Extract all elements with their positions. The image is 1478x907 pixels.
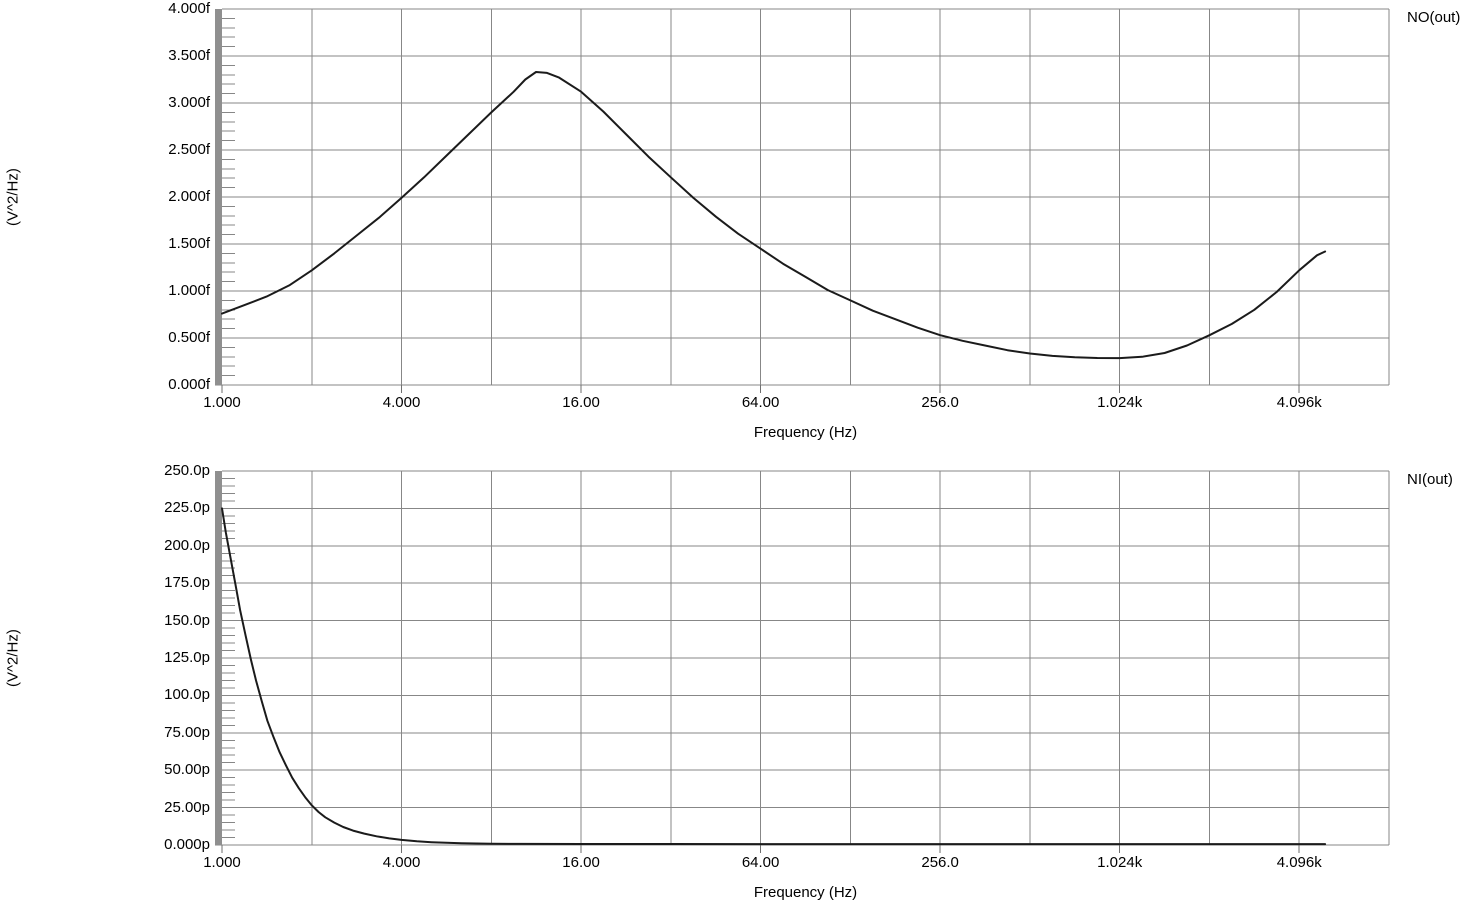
y-tick-label: 2.000f [168, 188, 210, 205]
y-tick-label: 175.0p [164, 574, 210, 592]
y-tick-label: 75.00p [164, 723, 210, 741]
y-axis-title-input-noise: (V^2/Hz) [4, 629, 22, 687]
x-tick-label: 64.00 [741, 854, 780, 871]
y-tick-label: 2.500f [168, 141, 210, 158]
y-axis-bar [215, 9, 222, 385]
x-tick-label: 1.024k [1097, 394, 1143, 411]
x-tick-label: 256.0 [921, 394, 959, 411]
y-tick-label: 150.0p [164, 611, 210, 629]
x-tick-label: 16.00 [562, 854, 600, 871]
y-tick-label: 4.000f [168, 0, 210, 17]
x-tick-label: 16.00 [562, 394, 600, 411]
x-tick-label: 1.000 [203, 854, 241, 871]
x-tick-label: 64.00 [741, 394, 780, 411]
y-tick-label: 0.000f [168, 376, 210, 393]
x-axis-title-input-noise: Frequency (Hz) [753, 884, 858, 901]
noise-curve-NI(out) [221, 507, 1327, 846]
y-tick-label: 1.000f [168, 282, 210, 299]
x-tick-label: 4.000 [382, 854, 421, 871]
y-axis-bar [215, 471, 222, 845]
x-tick-label: 1.000 [203, 394, 241, 411]
noise-curve-NO(out) [221, 71, 1327, 360]
x-tick-label: 4.000 [382, 394, 421, 411]
y-tick-label: 100.0p [164, 686, 210, 704]
y-tick-label: 3.500f [168, 47, 210, 64]
y-tick-label: 225.0p [164, 499, 210, 517]
y-axis-title-output-noise: (V^2/Hz) [4, 168, 22, 226]
x-tick-label: 1.024k [1097, 854, 1143, 871]
y-tick-label: 25.00p [164, 798, 210, 816]
y-tick-label: 0.000p [164, 836, 210, 853]
y-tick-label: 3.000f [168, 94, 210, 111]
y-tick-label: 200.0p [164, 536, 210, 554]
x-tick-label: 4.096k [1276, 854, 1322, 871]
x-tick-label: 256.0 [921, 854, 959, 871]
y-tick-label: 1.500f [168, 235, 210, 252]
y-tick-label: 250.0p [164, 462, 210, 479]
legend-label-no-out: NO(out) [1407, 9, 1461, 26]
x-axis-title-output-noise: Frequency (Hz) [753, 424, 858, 441]
x-tick-label: 4.096k [1276, 394, 1322, 411]
legend-label-ni-out: NI(out) [1407, 471, 1453, 488]
y-tick-label: 0.500f [168, 329, 210, 346]
y-tick-label: 125.0p [164, 649, 210, 666]
y-tick-label: 50.00p [164, 761, 210, 779]
